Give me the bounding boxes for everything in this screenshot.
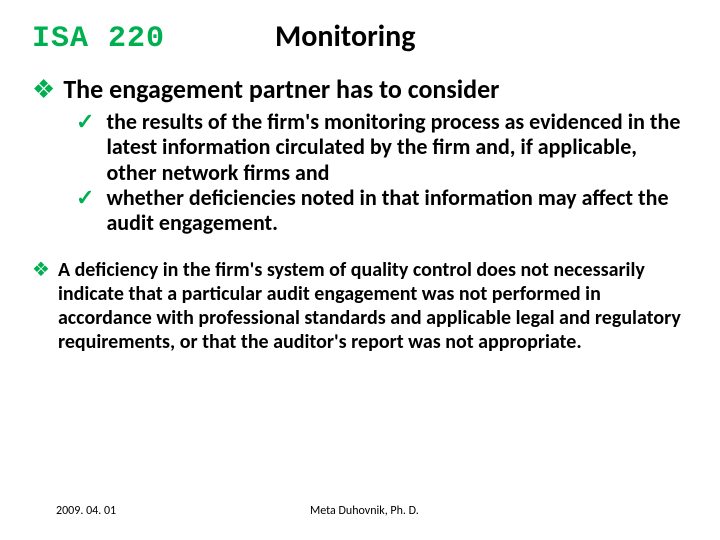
sub-item-text: the results of the firm's monitoring pro… [106, 109, 688, 185]
footer-author: Meta Duhovnik, Ph. D. [310, 504, 419, 518]
check-icon: ✓ [76, 185, 94, 210]
slide-header: ISA 220 Monitoring [32, 18, 688, 56]
sub-item-text: whether deficiencies noted in that infor… [106, 185, 688, 236]
diamond-icon: ❖ [32, 74, 55, 105]
isa-code: ISA 220 [32, 22, 165, 56]
check-icon: ✓ [76, 109, 94, 134]
bullet-1-text: The engagement partner has to consider [63, 74, 499, 105]
block-2: ❖ A deficiency in the firm's system of q… [32, 258, 688, 354]
slide-title: Monitoring [275, 18, 415, 55]
sub-item: ✓ whether deficiencies noted in that inf… [76, 185, 688, 236]
slide-footer: 2009. 04. 01 Meta Duhovnik, Ph. D. [0, 504, 720, 518]
sub-item: ✓ the results of the firm's monitoring p… [76, 109, 688, 185]
diamond-icon: ❖ [32, 258, 50, 282]
footer-date: 2009. 04. 01 [56, 504, 116, 518]
bullet-2-text: A deficiency in the firm's system of qua… [58, 258, 688, 354]
bullet-2: ❖ A deficiency in the firm's system of q… [32, 258, 688, 354]
bullet-1: ❖ The engagement partner has to consider [32, 74, 688, 105]
sub-list-1: ✓ the results of the firm's monitoring p… [76, 109, 688, 235]
